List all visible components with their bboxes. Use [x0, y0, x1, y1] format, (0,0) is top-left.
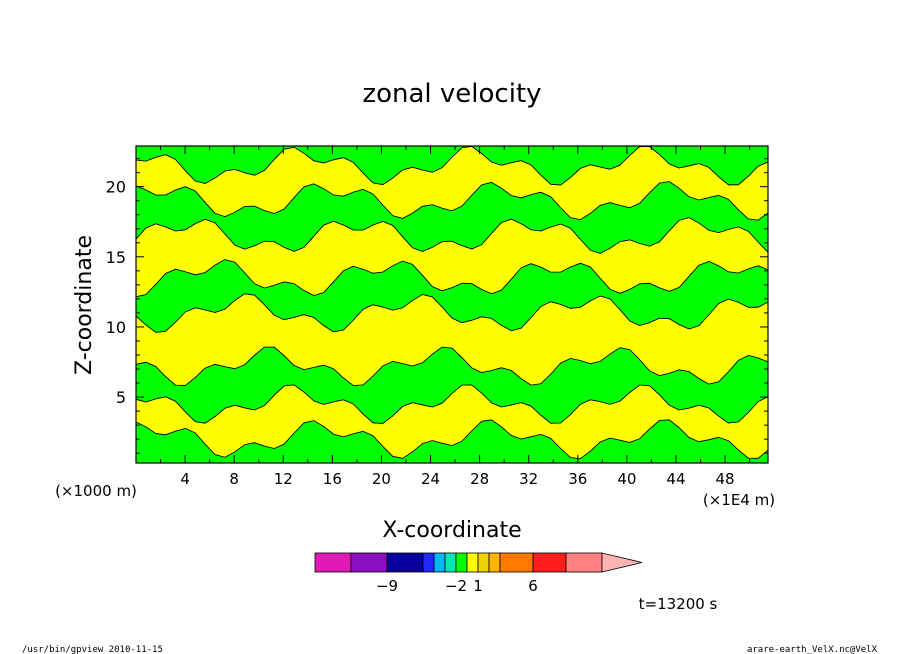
x-tick-label: 20	[372, 470, 391, 488]
x-tick-label: 48	[716, 470, 735, 488]
x-tick-label: 32	[519, 470, 538, 488]
x-axis: 4 8 12 16 20 24 28 32 36 40 44 48	[160, 146, 751, 488]
colorbar-arrow	[601, 552, 643, 573]
colorbar-label: 6	[528, 577, 538, 595]
x-tick-label: 16	[323, 470, 342, 488]
colorbar-segment	[488, 552, 501, 573]
x-tick-label: 12	[274, 470, 293, 488]
colorbar-segment	[444, 552, 457, 573]
contour-band	[136, 146, 768, 186]
colorbar-segment	[386, 552, 424, 573]
y-axis-label: Z-coordinate	[72, 235, 97, 375]
colorbar-segment	[466, 552, 479, 573]
colorbar-segment	[532, 552, 567, 573]
footer-source: arare-earth_VelX.nc@VelX	[747, 645, 878, 654]
x-tick-label: 8	[229, 470, 239, 488]
plot-area	[135, 145, 769, 464]
x-tick-label: 28	[470, 470, 489, 488]
colorbar: −9 −2 1 6	[314, 552, 643, 595]
plot-frame	[135, 145, 769, 464]
x-tick-label: 40	[617, 470, 636, 488]
colorbar-segment	[565, 552, 603, 573]
y-tick-label: 5	[116, 388, 126, 407]
x-unit-label: (×1E4 m)	[703, 491, 775, 509]
colorbar-segment	[455, 552, 468, 573]
colorbar-segment	[477, 552, 490, 573]
y-tick-label: 10	[106, 318, 126, 337]
colorbar-segment	[422, 552, 435, 573]
contour-bands	[136, 146, 768, 463]
y-axis: 5 10 15 20	[106, 158, 768, 454]
x-tick-label: 4	[180, 470, 190, 488]
colorbar-segment	[314, 552, 352, 573]
chart-title: zonal velocity	[362, 79, 541, 109]
x-tick-label: 44	[666, 470, 685, 488]
time-label: t=13200 s	[639, 595, 718, 613]
colorbar-label: −2	[445, 577, 467, 595]
footer-program: /usr/bin/gpview 2010-11-15	[22, 645, 163, 654]
x-tick-label: 24	[421, 470, 440, 488]
x-axis-label: X-coordinate	[382, 518, 521, 543]
colorbar-segment	[350, 552, 388, 573]
colorbar-label: −9	[376, 577, 398, 595]
y-unit-label: (×1000 m)	[55, 482, 137, 500]
y-tick-label: 15	[106, 248, 126, 267]
x-tick-label: 36	[568, 470, 587, 488]
colorbar-label: 1	[473, 577, 483, 595]
colorbar-segment	[433, 552, 446, 573]
y-tick-label: 20	[106, 178, 126, 197]
colorbar-segment	[499, 552, 534, 573]
